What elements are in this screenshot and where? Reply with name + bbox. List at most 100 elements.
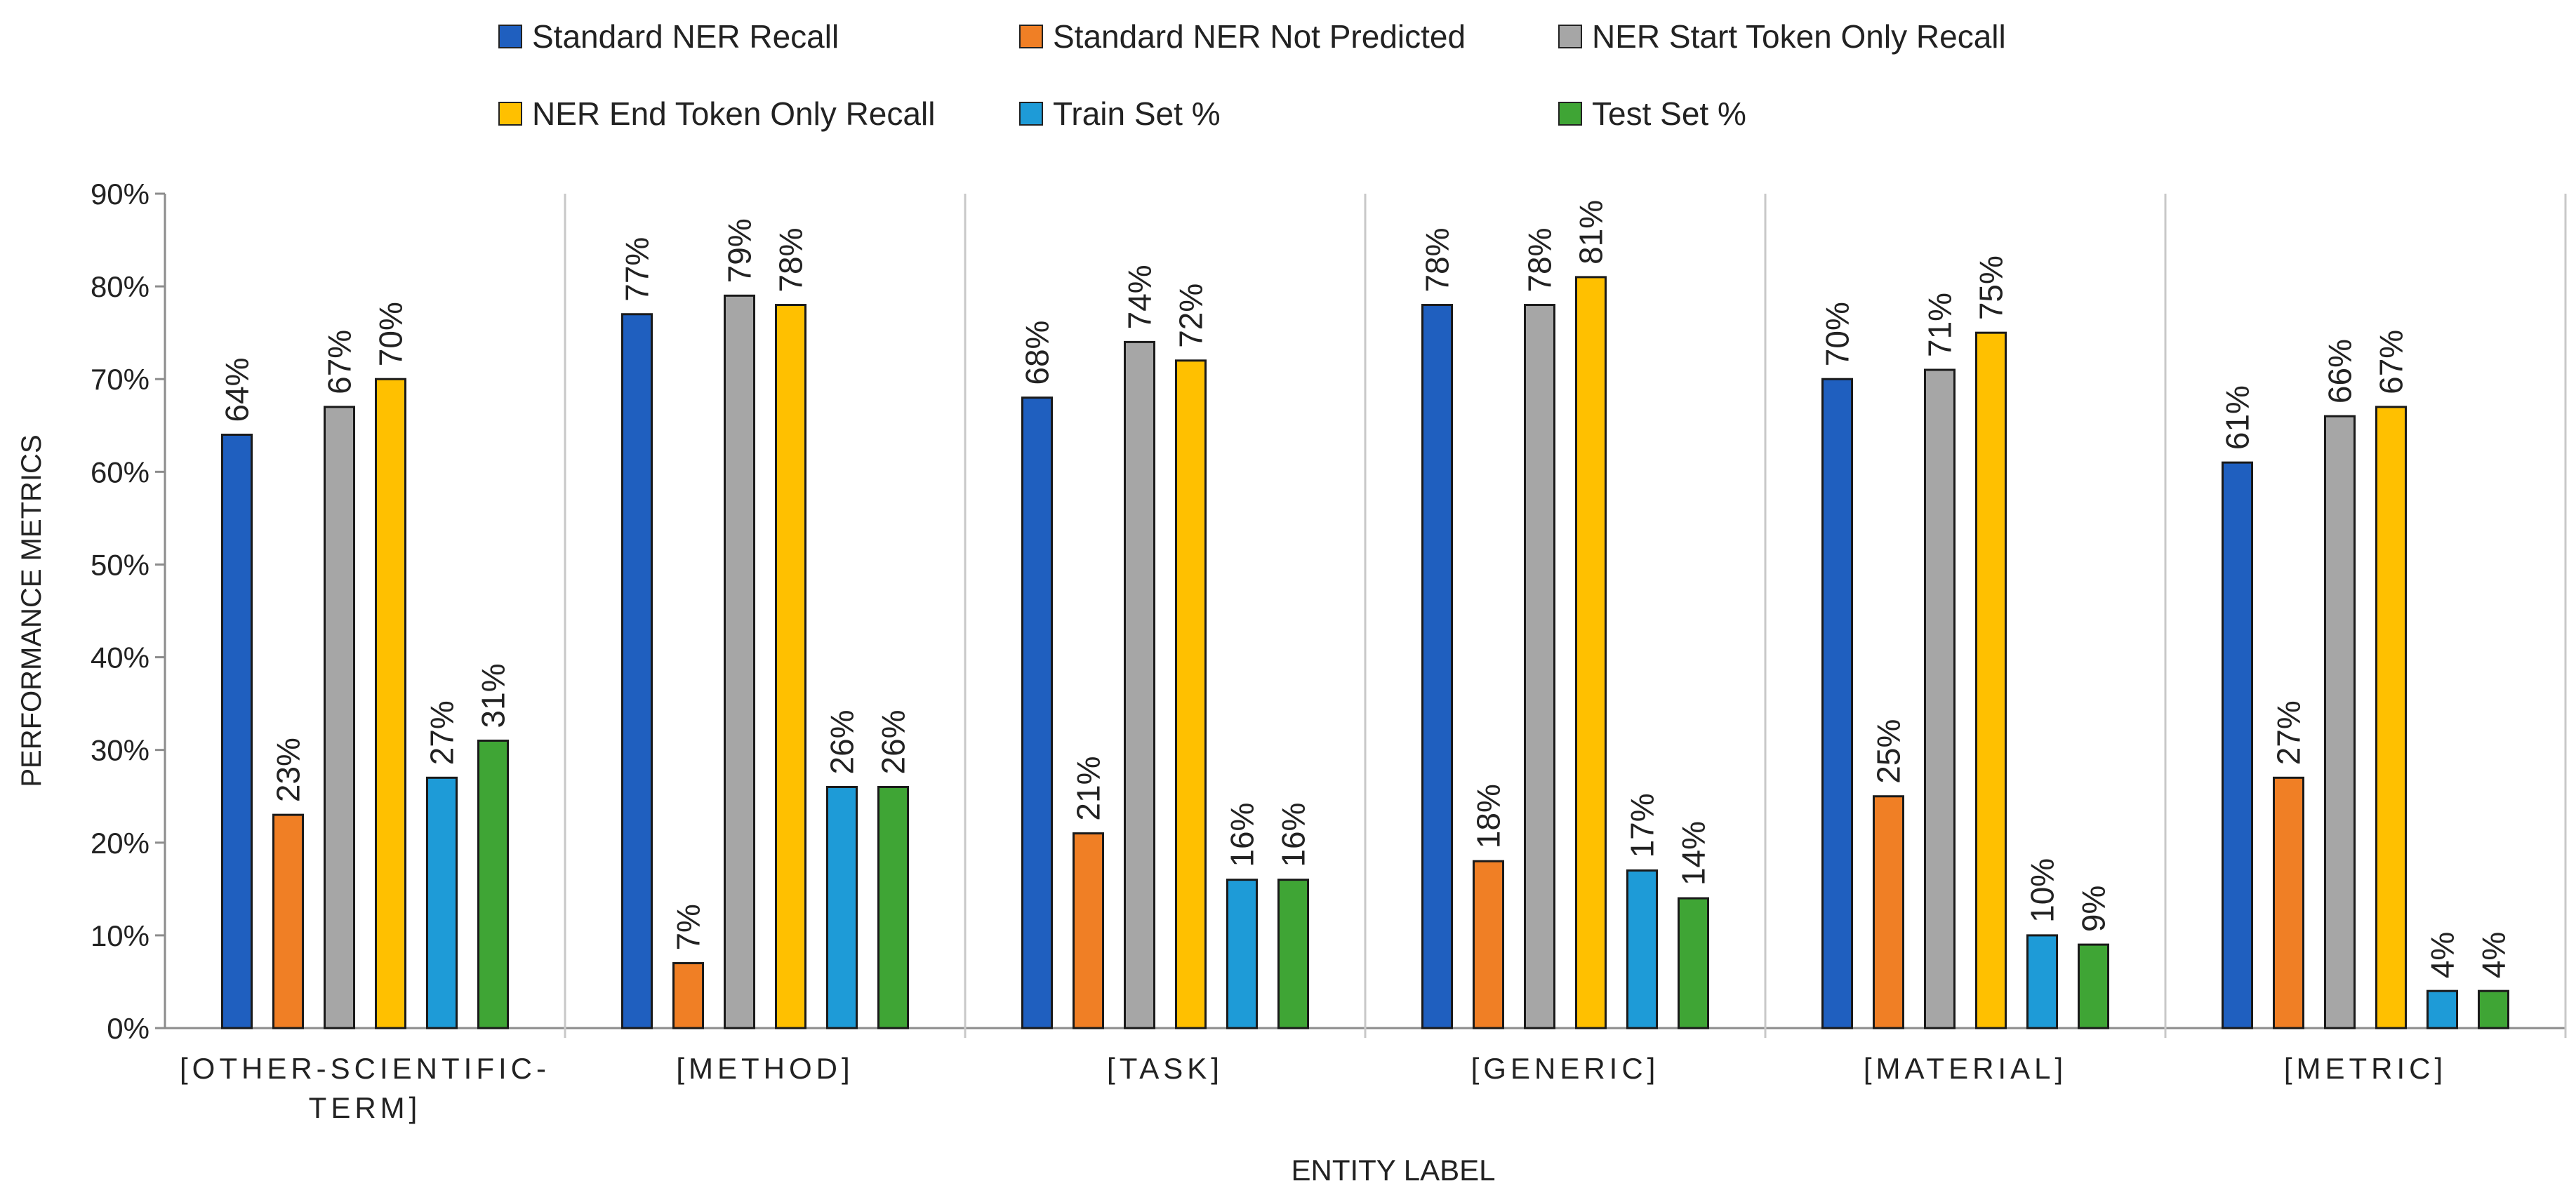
- bar: [2222, 461, 2253, 1029]
- bar: [1175, 359, 1207, 1029]
- bar-value-label: 67%: [2373, 330, 2410, 394]
- bar: [1924, 368, 1956, 1029]
- bar: [877, 786, 909, 1029]
- legend-label: NER Start Token Only Recall: [1592, 18, 2006, 55]
- legend-swatch: [498, 25, 522, 48]
- bar: [1626, 869, 1658, 1029]
- bar: [2324, 415, 2356, 1029]
- legend-swatch: [1019, 25, 1043, 48]
- bar-value-label: 70%: [373, 302, 409, 366]
- bar-value-label: 71%: [1922, 293, 1958, 357]
- bar-value-label: 81%: [1573, 200, 1609, 265]
- y-tick-label: 10%: [91, 919, 150, 952]
- bar-value-label: 78%: [1419, 227, 1456, 292]
- legend-label: Standard NER Not Predicted: [1053, 18, 1466, 55]
- bar-value-label: 75%: [1973, 255, 2010, 320]
- y-tick-label: 0%: [107, 1012, 150, 1045]
- y-tick-label: 40%: [91, 641, 150, 674]
- category-label: [MATERIAL]: [1864, 1052, 2067, 1085]
- bar: [1678, 897, 1709, 1029]
- bar: [2026, 934, 2058, 1029]
- legend-swatch: [1558, 25, 1582, 48]
- bar: [1021, 396, 1053, 1029]
- bar-value-label: 4%: [2476, 932, 2512, 978]
- bar: [2078, 943, 2109, 1029]
- bar: [1524, 304, 1555, 1029]
- category-label: [METHOD]: [676, 1052, 854, 1085]
- bar: [324, 406, 355, 1029]
- bar: [2375, 406, 2407, 1029]
- legend-item-standard-ner-not-predicted: Standard NER Not Predicted: [1019, 15, 1466, 58]
- legend-item-ner-end-token-only-recall: NER End Token Only Recall: [498, 93, 935, 135]
- y-tick-label: 30%: [91, 734, 150, 767]
- bar-value-label: 68%: [1019, 321, 1056, 385]
- bar: [1421, 304, 1453, 1029]
- bar-value-label: 61%: [2219, 385, 2256, 450]
- category-label: [TASK]: [1107, 1052, 1223, 1085]
- bar-value-label: 21%: [1070, 756, 1107, 820]
- legend-item-standard-ner-recall: Standard NER Recall: [498, 15, 839, 58]
- bar-value-label: 31%: [475, 663, 512, 728]
- bar-value-label: 16%: [1224, 803, 1261, 867]
- bar-value-label: 17%: [1624, 793, 1661, 858]
- bar: [477, 739, 509, 1029]
- bar: [1575, 276, 1607, 1029]
- bar-value-label: 16%: [1275, 803, 1312, 867]
- bar-value-label: 27%: [2271, 700, 2307, 765]
- y-tick-label: 20%: [91, 827, 150, 860]
- bar: [1073, 832, 1104, 1029]
- bar-value-label: 26%: [824, 709, 861, 774]
- bar: [1821, 378, 1853, 1029]
- bar-value-label: 7%: [670, 904, 707, 950]
- bar: [1277, 879, 1309, 1029]
- bar-value-label: 18%: [1470, 784, 1507, 848]
- legend-swatch: [1558, 102, 1582, 126]
- y-axis-title: PERFORMANCE METRICS: [16, 434, 47, 787]
- bar: [1873, 795, 1904, 1029]
- y-tick-label: 90%: [91, 178, 150, 211]
- bar-value-label: 26%: [875, 709, 912, 774]
- bar: [1473, 860, 1504, 1029]
- bar-value-label: 4%: [2424, 932, 2461, 978]
- bar-value-label: 27%: [424, 700, 460, 765]
- y-tick-label: 70%: [91, 363, 150, 396]
- x-axis-title: ENTITY LABEL: [1291, 1154, 1495, 1187]
- bar-value-label: 78%: [1522, 227, 1558, 292]
- bar: [2426, 989, 2458, 1029]
- legend-label: Test Set %: [1592, 95, 1746, 132]
- legend-label: NER End Token Only Recall: [532, 95, 936, 132]
- bar-value-label: 77%: [619, 237, 656, 302]
- bar: [426, 776, 458, 1029]
- legend-item-ner-start-token-only-recall: NER Start Token Only Recall: [1558, 15, 2006, 58]
- bar-value-label: 64%: [219, 357, 255, 422]
- y-tick-label: 60%: [91, 455, 150, 488]
- bar-value-label: 66%: [2322, 339, 2358, 404]
- bar-value-label: 70%: [1819, 302, 1856, 366]
- bar-value-label: 67%: [321, 330, 358, 394]
- legend-item-train-set: Train Set %: [1019, 93, 1221, 135]
- bar-value-label: 74%: [1122, 265, 1158, 329]
- bar: [2273, 776, 2304, 1029]
- bar-value-label: 78%: [773, 227, 809, 292]
- legend-swatch: [1019, 102, 1043, 126]
- chart-legend: Standard NER Recall Standard NER Not Pre…: [0, 0, 2576, 161]
- bar: [621, 313, 653, 1029]
- bar: [1124, 340, 1155, 1029]
- bar: [1226, 879, 1258, 1029]
- legend-label: Train Set %: [1053, 95, 1221, 132]
- bar-value-label: 25%: [1871, 719, 1907, 784]
- bar-value-label: 14%: [1675, 821, 1712, 886]
- bar-value-label: 9%: [2076, 886, 2112, 932]
- category-label: [OTHER-SCIENTIFIC-TERM]: [180, 1052, 550, 1124]
- bar-value-label: 23%: [270, 738, 307, 802]
- bar: [375, 378, 406, 1029]
- bar: [826, 786, 858, 1029]
- legend-swatch: [498, 102, 522, 126]
- bar: [672, 962, 704, 1029]
- bar-value-label: 72%: [1173, 284, 1209, 348]
- bar: [724, 294, 755, 1029]
- legend-label: Standard NER Recall: [532, 18, 839, 55]
- category-label: [METRIC]: [2284, 1052, 2447, 1085]
- bar-value-label: 10%: [2024, 858, 2061, 923]
- bar: [2478, 989, 2509, 1029]
